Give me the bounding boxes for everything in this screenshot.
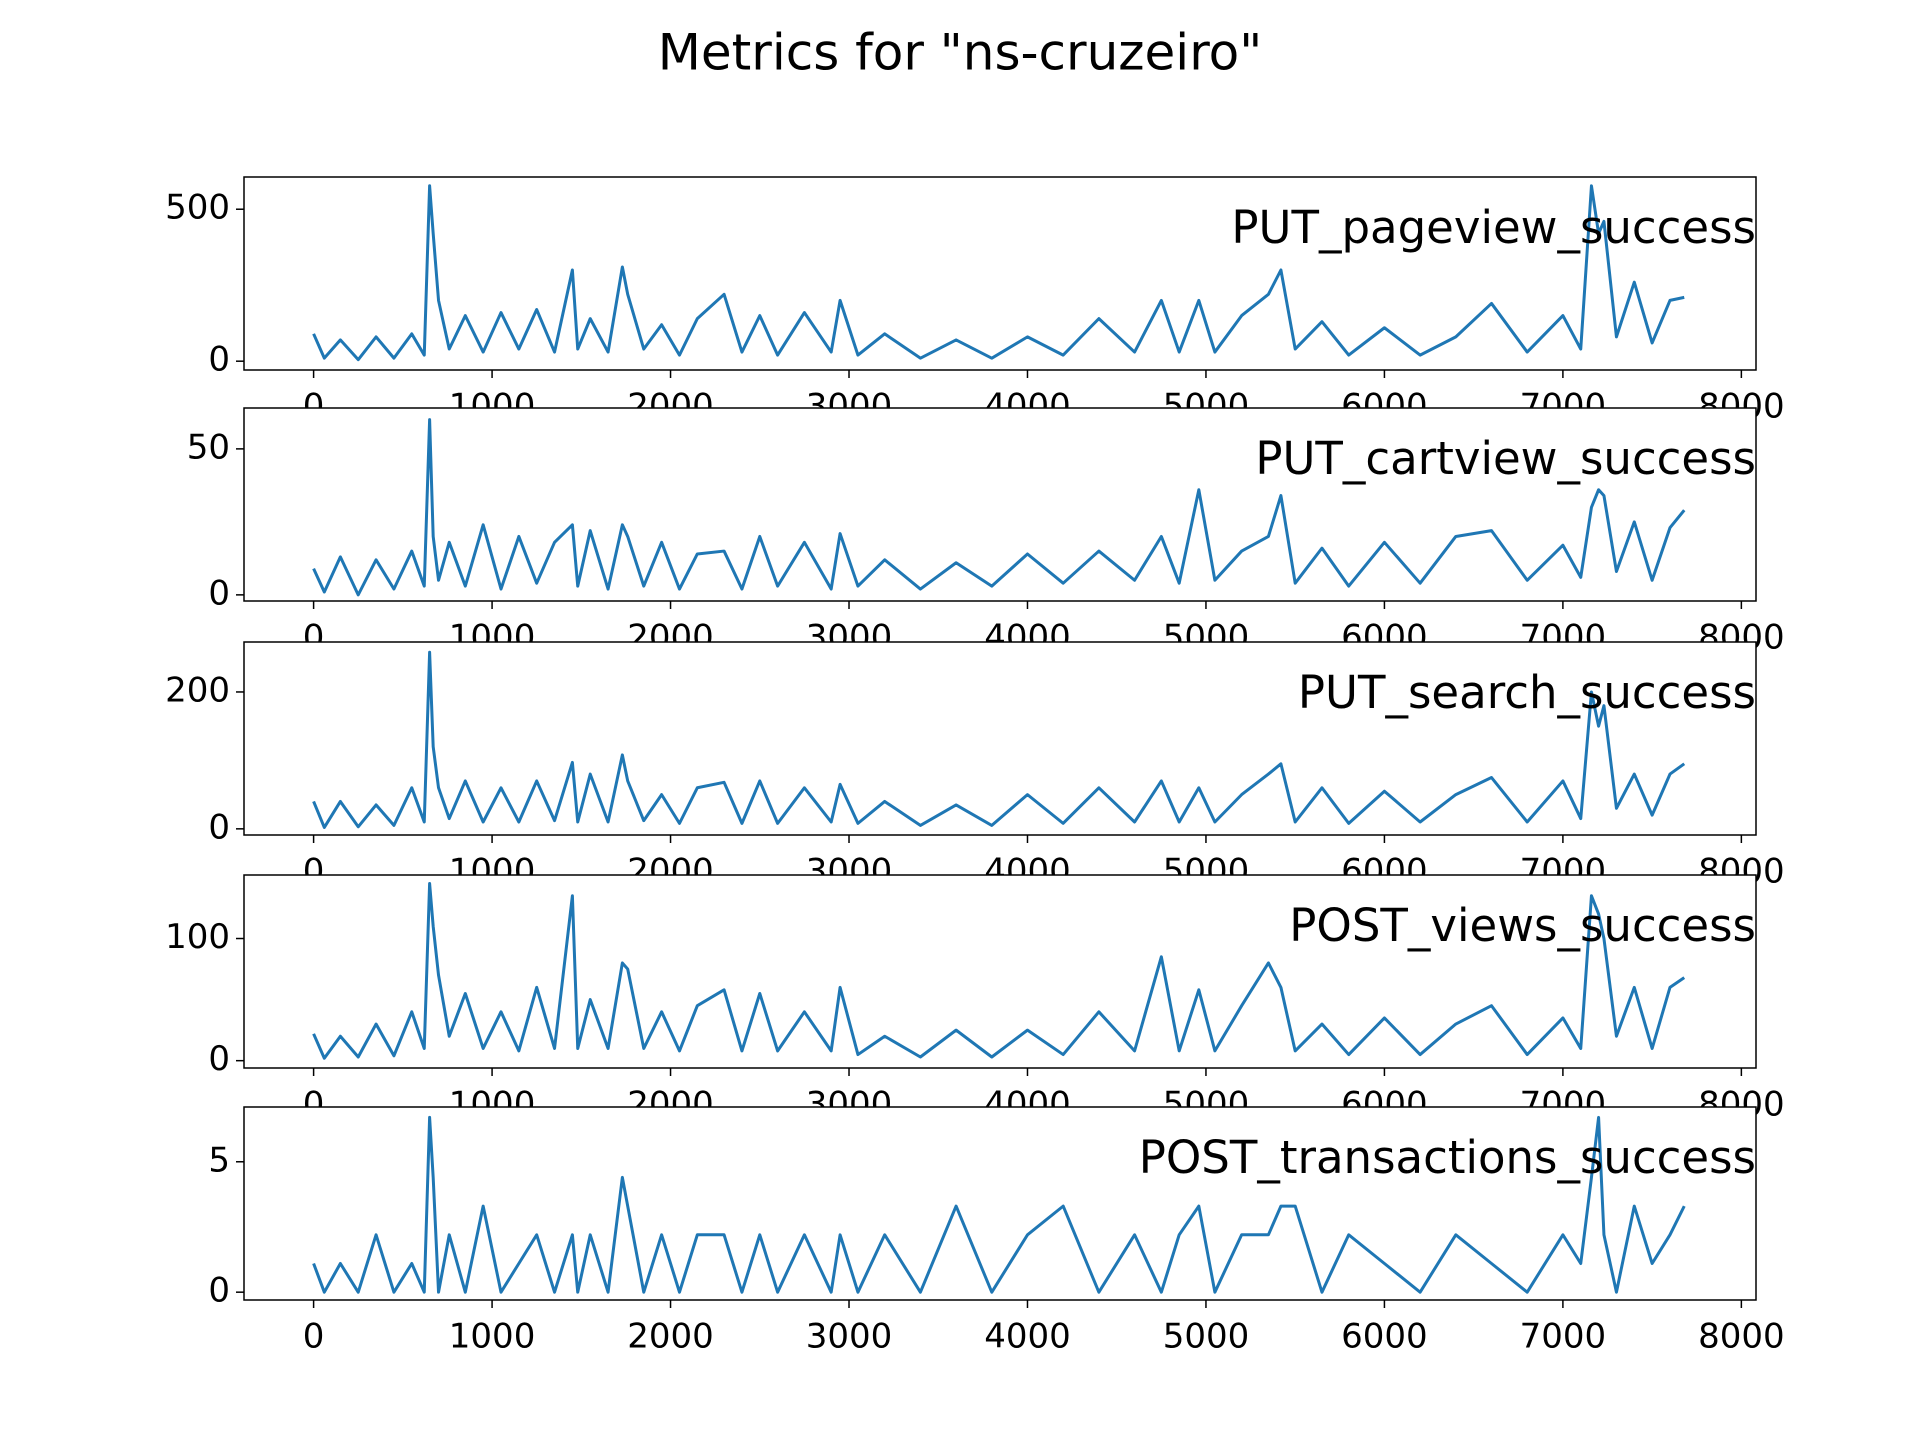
axes-frame [243, 641, 1757, 836]
axes-frame [243, 1106, 1757, 1301]
series-line [312, 882, 1686, 1060]
series-line [312, 650, 1686, 829]
y-tick-label: 0 [208, 1271, 230, 1311]
y-tick-label: 0 [208, 573, 230, 613]
axes-frame [243, 176, 1757, 371]
x-tick-label: 1000 [449, 1317, 536, 1357]
series-annotation: PUT_cartview_success [1255, 432, 1756, 485]
x-tick-label: 6000 [1341, 1317, 1428, 1357]
y-tick-label: 0 [208, 340, 230, 380]
figure-title: Metrics for "ns-cruzeiro" [658, 24, 1263, 82]
y-tick-label: 200 [165, 670, 230, 710]
axes-frame [243, 874, 1757, 1069]
y-tick-label: 0 [208, 807, 230, 847]
axes-background [244, 177, 1756, 370]
series-annotation: PUT_search_success [1298, 666, 1756, 719]
y-tick-label: 50 [187, 427, 230, 467]
series-line [312, 1115, 1686, 1294]
series-annotation: PUT_pageview_success [1231, 201, 1756, 254]
y-tick-label: 100 [165, 917, 230, 957]
x-tick-label: 0 [303, 1317, 325, 1357]
series-line [312, 184, 1685, 362]
series-line [312, 418, 1686, 597]
axes-frame [243, 407, 1757, 602]
axes-background [244, 642, 1756, 835]
series-annotation: POST_views_success [1289, 899, 1756, 952]
y-tick-label: 5 [208, 1140, 230, 1180]
x-tick-label: 5000 [1163, 1317, 1250, 1357]
series-annotation: POST_transactions_success [1139, 1131, 1756, 1184]
x-tick-label: 2000 [627, 1317, 714, 1357]
axes-background [244, 875, 1756, 1068]
x-tick-label: 3000 [806, 1317, 893, 1357]
x-tick-label: 4000 [984, 1317, 1071, 1357]
x-tick-label: 8000 [1698, 1317, 1785, 1357]
y-tick-label: 0 [208, 1039, 230, 1079]
x-tick-label: 7000 [1520, 1317, 1607, 1357]
y-tick-label: 500 [165, 188, 230, 228]
